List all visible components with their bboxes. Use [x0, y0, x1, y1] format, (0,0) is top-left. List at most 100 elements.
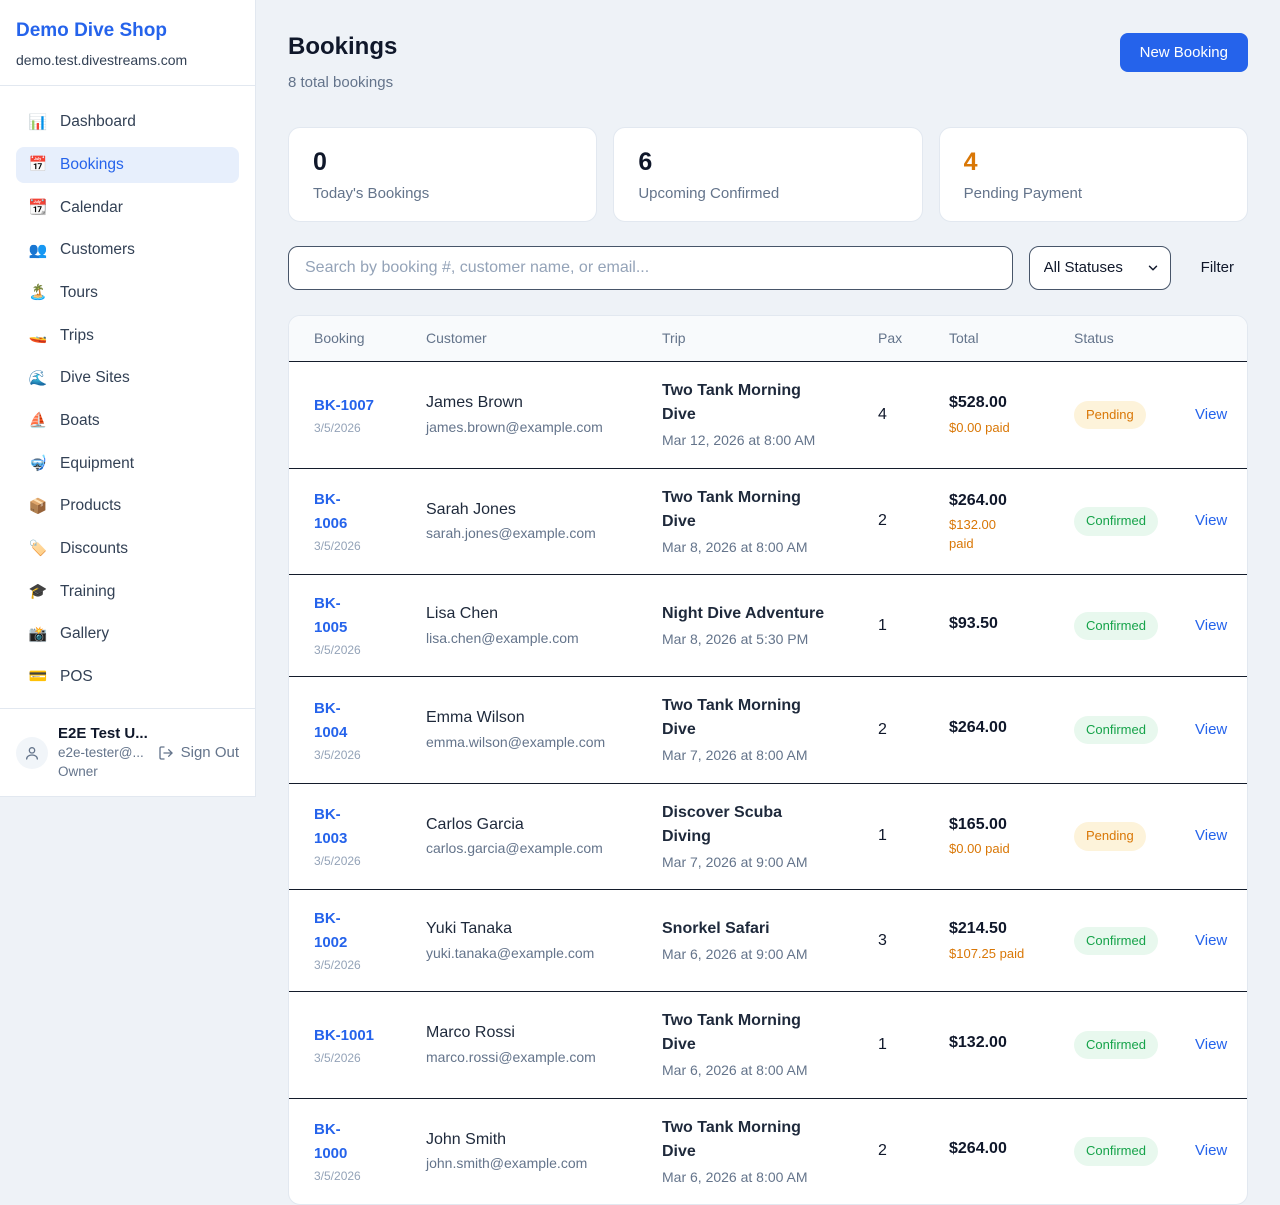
sidebar: Demo Dive Shop demo.test.divestreams.com…	[0, 0, 256, 797]
stats-row: 0 Today's Bookings 6 Upcoming Confirmed …	[288, 126, 1248, 222]
booking-id-link[interactable]: BK- 1004	[314, 699, 348, 741]
sidebar-item-calendar[interactable]: 📆 Calendar	[16, 190, 239, 226]
trip-datetime: Mar 7, 2026 at 9:00 AM	[662, 853, 808, 870]
trip-name: Two Tank Morning Dive	[662, 1118, 801, 1160]
brand-name: Demo Dive Shop	[16, 20, 167, 41]
sidebar-item-label: Discounts	[60, 540, 129, 558]
table-row: BK- 1004 3/5/2026 Emma Wilson emma.wilso…	[289, 676, 1247, 784]
trip-name: Two Tank Morning Dive	[662, 382, 801, 424]
stat-card-todays-bookings: 0 Today's Bookings	[288, 126, 598, 222]
new-booking-button[interactable]: New Booking	[1119, 33, 1248, 72]
booking-id-link[interactable]: BK- 1003	[314, 806, 348, 848]
status-select[interactable]: All Statuses	[1028, 245, 1171, 290]
trip-name: Snorkel Safari	[662, 919, 770, 937]
diving-mask-icon: 🤿	[28, 455, 48, 473]
sign-out-button[interactable]: Sign Out	[158, 744, 239, 761]
filter-button[interactable]: Filter	[1187, 259, 1248, 276]
user-name: E2E Test U...	[58, 725, 148, 743]
view-link[interactable]: View	[1195, 512, 1228, 530]
sidebar-item-trips[interactable]: 🚤 Trips	[16, 318, 239, 354]
sidebar-item-bookings[interactable]: 📅 Bookings	[16, 146, 239, 183]
customer-name: John Smith	[426, 1131, 507, 1149]
credit-card-icon: 💳	[28, 668, 48, 686]
main-content: Bookings 8 total bookings New Booking 0 …	[256, 0, 1280, 1205]
page-title-block: Bookings 8 total bookings	[288, 30, 397, 93]
package-icon: 📦	[28, 497, 48, 515]
view-link[interactable]: View	[1195, 1142, 1228, 1160]
trip-name: Two Tank Morning Dive	[662, 1012, 801, 1054]
view-link[interactable]: View	[1195, 1035, 1228, 1053]
booking-id-link[interactable]: BK-1001	[314, 1026, 375, 1044]
col-header-booking: Booking	[289, 315, 426, 363]
view-link[interactable]: View	[1195, 720, 1228, 738]
page-subtitle: 8 total bookings	[288, 73, 394, 91]
sidebar-item-pos[interactable]: 💳 POS	[16, 659, 239, 695]
page-title: Bookings	[288, 33, 398, 60]
camera-icon: 📸	[28, 625, 48, 643]
col-header-status: Status	[1074, 315, 1195, 363]
table-row: BK-1001 3/5/2026 Marco Rossi marco.rossi…	[289, 991, 1247, 1099]
user-icon	[26, 746, 38, 760]
customer-email: james.brown@example.com	[426, 418, 603, 435]
booking-date: 3/5/2026	[314, 1050, 361, 1065]
col-header-actions	[1195, 315, 1247, 363]
sidebar-item-dive-sites[interactable]: 🌊 Dive Sites	[16, 360, 239, 396]
sign-out-label: Sign Out	[180, 744, 239, 762]
sidebar-item-customers[interactable]: 👥 Customers	[16, 232, 239, 268]
sidebar-item-label: Customers	[60, 241, 135, 259]
stat-value: 6	[638, 147, 653, 176]
customer-email: yuki.tanaka@example.com	[426, 944, 595, 961]
booking-date: 3/5/2026	[314, 420, 361, 435]
booking-date: 3/5/2026	[314, 539, 361, 554]
customer-email: john.smith@example.com	[426, 1155, 588, 1172]
booking-id-link[interactable]: BK- 1006	[314, 491, 348, 533]
tag-icon: 🏷️	[28, 540, 48, 558]
paid-amount: $0.00 paid	[949, 841, 1010, 857]
sidebar-item-label: Products	[60, 497, 122, 515]
view-link[interactable]: View	[1195, 616, 1228, 634]
booking-date: 3/5/2026	[314, 854, 361, 869]
total-amount: $528.00	[949, 394, 1007, 412]
table-row: BK- 1006 3/5/2026 Sarah Jones sarah.jone…	[289, 467, 1247, 575]
col-header-customer: Customer	[426, 315, 662, 363]
trip-datetime: Mar 8, 2026 at 8:00 AM	[662, 538, 808, 555]
sidebar-item-training[interactable]: 🎓 Training	[16, 574, 239, 610]
total-amount: $132.00	[949, 1033, 1007, 1051]
total-amount: $214.50	[949, 920, 1007, 938]
status-badge: Pending	[1074, 400, 1146, 430]
trip-name: Night Dive Adventure	[662, 604, 825, 622]
booking-id-link[interactable]: BK- 1000	[314, 1121, 348, 1163]
view-link[interactable]: View	[1195, 405, 1228, 423]
view-link[interactable]: View	[1195, 931, 1228, 949]
status-badge: Confirmed	[1074, 715, 1158, 745]
booking-id-link[interactable]: BK- 1002	[314, 910, 348, 952]
total-amount: $93.50	[949, 614, 998, 632]
view-link[interactable]: View	[1195, 827, 1228, 845]
sidebar-item-equipment[interactable]: 🤿 Equipment	[16, 446, 239, 482]
page-header: Bookings 8 total bookings New Booking	[288, 30, 1248, 93]
sidebar-item-boats[interactable]: ⛵ Boats	[16, 403, 239, 439]
brand-domain: demo.test.divestreams.com	[16, 51, 188, 68]
sidebar-item-products[interactable]: 📦 Products	[16, 488, 239, 524]
stat-card-pending-payment: 4 Pending Payment	[938, 126, 1248, 222]
sidebar-item-tours[interactable]: 🏝️ Tours	[16, 275, 239, 311]
wave-icon: 🌊	[28, 369, 48, 387]
booking-id-link[interactable]: BK- 1005	[314, 595, 348, 637]
total-amount: $264.00	[949, 1140, 1007, 1158]
search-input[interactable]	[288, 245, 1013, 290]
stat-label: Pending Payment	[963, 184, 1083, 202]
pax-count: 4	[878, 405, 887, 423]
user-section: E2E Test U... e2e-tester@... Owner Sign …	[0, 708, 255, 796]
sidebar-item-label: POS	[60, 668, 93, 686]
booking-id-link[interactable]: BK-1007	[314, 396, 375, 414]
trip-datetime: Mar 6, 2026 at 8:00 AM	[662, 1062, 808, 1079]
col-header-total: Total	[949, 315, 1074, 363]
sidebar-item-label: Gallery	[60, 625, 110, 643]
booking-date: 3/5/2026	[314, 958, 361, 973]
table-row: BK- 1002 3/5/2026 Yuki Tanaka yuki.tanak…	[289, 889, 1247, 992]
sidebar-item-gallery[interactable]: 📸 Gallery	[16, 616, 239, 652]
user-email: e2e-tester@...	[58, 745, 144, 761]
sidebar-item-discounts[interactable]: 🏷️ Discounts	[16, 531, 239, 567]
customer-name: Sarah Jones	[426, 501, 516, 519]
sidebar-item-dashboard[interactable]: 📊 Dashboard	[16, 104, 239, 140]
